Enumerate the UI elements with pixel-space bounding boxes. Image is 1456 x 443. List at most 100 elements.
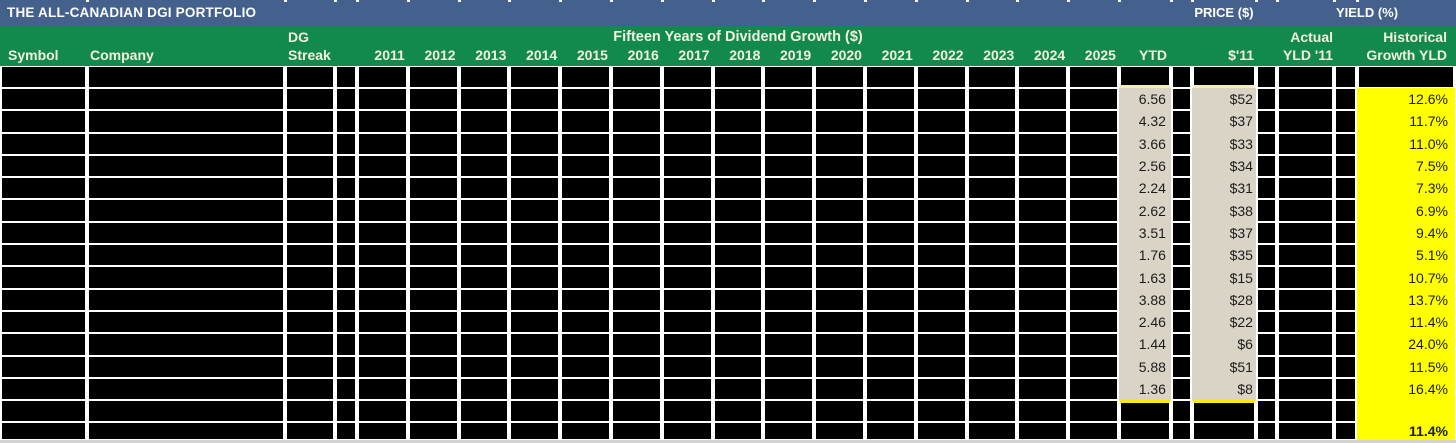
- redacted-cell[interactable]: [966, 199, 1018, 222]
- redacted-cell[interactable]: [1068, 244, 1119, 267]
- redacted-cell[interactable]: [712, 177, 764, 200]
- redacted-cell[interactable]: [966, 66, 1018, 88]
- redacted-cell[interactable]: [1170, 400, 1192, 423]
- redacted-cell[interactable]: [1276, 422, 1334, 441]
- redacted-cell[interactable]: [407, 244, 459, 267]
- redacted-cell[interactable]: [864, 244, 916, 267]
- redacted-cell[interactable]: [1170, 288, 1192, 311]
- redacted-cell[interactable]: [814, 310, 865, 334]
- redacted-cell[interactable]: [407, 355, 459, 378]
- redacted-cell[interactable]: [509, 244, 561, 267]
- redacted-cell[interactable]: [966, 400, 1018, 423]
- redacted-cell[interactable]: [864, 221, 916, 245]
- price-11-value-cell[interactable]: $52: [1191, 88, 1256, 111]
- redacted-cell[interactable]: [1170, 422, 1192, 441]
- redacted-cell[interactable]: [357, 199, 408, 222]
- redacted-cell[interactable]: [1017, 266, 1069, 289]
- redacted-cell[interactable]: [1333, 199, 1357, 222]
- redacted-cell[interactable]: [915, 266, 967, 289]
- redacted-cell[interactable]: [1255, 355, 1277, 378]
- redacted-cell[interactable]: [712, 132, 764, 155]
- redacted-cell[interactable]: [610, 110, 662, 133]
- redacted-cell[interactable]: [1255, 310, 1277, 334]
- redacted-cell[interactable]: [285, 266, 335, 289]
- redacted-cell[interactable]: [610, 154, 662, 178]
- redacted-cell[interactable]: [1068, 400, 1119, 423]
- price-11-value-cell[interactable]: $34: [1191, 154, 1256, 178]
- redacted-cell[interactable]: [560, 310, 611, 334]
- redacted-cell[interactable]: [335, 310, 357, 334]
- redacted-cell[interactable]: [915, 221, 967, 245]
- redacted-cell[interactable]: [1118, 422, 1171, 441]
- redacted-cell[interactable]: [335, 221, 357, 245]
- redacted-cell[interactable]: [610, 221, 662, 245]
- redacted-cell[interactable]: [661, 266, 713, 289]
- redacted-cell[interactable]: [1068, 333, 1119, 356]
- ytd-value-cell[interactable]: 1.36: [1118, 377, 1171, 401]
- redacted-cell[interactable]: [285, 154, 335, 178]
- redacted-cell[interactable]: [0, 154, 87, 178]
- redacted-cell[interactable]: [560, 244, 611, 267]
- redacted-cell[interactable]: [966, 266, 1018, 289]
- hist-growth-yld-empty-cell[interactable]: [1356, 400, 1455, 423]
- redacted-cell[interactable]: [458, 88, 510, 111]
- redacted-cell[interactable]: [915, 377, 967, 401]
- redacted-cell[interactable]: [509, 310, 561, 334]
- redacted-cell[interactable]: [610, 288, 662, 311]
- redacted-cell[interactable]: [335, 132, 357, 155]
- hist-growth-yld-value-cell[interactable]: 7.5%: [1356, 154, 1455, 178]
- redacted-cell[interactable]: [335, 400, 357, 423]
- redacted-cell[interactable]: [864, 266, 916, 289]
- redacted-cell[interactable]: [1017, 199, 1069, 222]
- redacted-cell[interactable]: [966, 333, 1018, 356]
- ytd-value-cell[interactable]: 2.56: [1118, 154, 1171, 178]
- redacted-cell[interactable]: [814, 266, 865, 289]
- redacted-cell[interactable]: [0, 377, 87, 401]
- redacted-cell[interactable]: [357, 177, 408, 200]
- redacted-cell[interactable]: [915, 177, 967, 200]
- redacted-cell[interactable]: [763, 66, 815, 88]
- redacted-cell[interactable]: [1276, 333, 1334, 356]
- redacted-cell[interactable]: [763, 355, 815, 378]
- redacted-cell[interactable]: [1170, 132, 1192, 155]
- redacted-cell[interactable]: [1333, 355, 1357, 378]
- redacted-cell[interactable]: [763, 88, 815, 111]
- redacted-cell[interactable]: [915, 310, 967, 334]
- redacted-cell[interactable]: [407, 333, 459, 356]
- redacted-cell[interactable]: [1276, 66, 1334, 88]
- redacted-cell[interactable]: [357, 66, 408, 88]
- redacted-cell[interactable]: [407, 400, 459, 423]
- redacted-cell[interactable]: [357, 400, 408, 423]
- redacted-cell[interactable]: [407, 132, 459, 155]
- hist-growth-yld-value-cell[interactable]: 11.0%: [1356, 132, 1455, 155]
- redacted-cell[interactable]: [0, 177, 87, 200]
- redacted-cell[interactable]: [335, 333, 357, 356]
- redacted-cell[interactable]: [1017, 400, 1069, 423]
- redacted-cell[interactable]: [0, 422, 87, 441]
- redacted-cell[interactable]: [458, 154, 510, 178]
- redacted-cell[interactable]: [509, 422, 561, 441]
- redacted-cell[interactable]: [661, 154, 713, 178]
- redacted-cell[interactable]: [509, 333, 561, 356]
- redacted-cell[interactable]: [0, 88, 87, 111]
- price-11-value-cell[interactable]: $38: [1191, 199, 1256, 222]
- redacted-cell[interactable]: [1068, 199, 1119, 222]
- redacted-cell[interactable]: [458, 310, 510, 334]
- redacted-cell[interactable]: [407, 177, 459, 200]
- redacted-cell[interactable]: [915, 244, 967, 267]
- redacted-cell[interactable]: [1170, 88, 1192, 111]
- redacted-cell[interactable]: [1170, 66, 1192, 88]
- redacted-cell[interactable]: [1276, 266, 1334, 289]
- redacted-cell[interactable]: [864, 132, 916, 155]
- redacted-cell[interactable]: [712, 154, 764, 178]
- redacted-cell[interactable]: [763, 400, 815, 423]
- redacted-cell[interactable]: [407, 199, 459, 222]
- redacted-cell[interactable]: [610, 377, 662, 401]
- redacted-cell[interactable]: [407, 288, 459, 311]
- redacted-cell[interactable]: [509, 177, 561, 200]
- redacted-cell[interactable]: [1276, 88, 1334, 111]
- ytd-value-cell[interactable]: 3.88: [1118, 288, 1171, 311]
- hist-growth-yld-value-cell[interactable]: 11.5%: [1356, 355, 1455, 378]
- redacted-cell[interactable]: [610, 422, 662, 441]
- redacted-cell[interactable]: [1017, 221, 1069, 245]
